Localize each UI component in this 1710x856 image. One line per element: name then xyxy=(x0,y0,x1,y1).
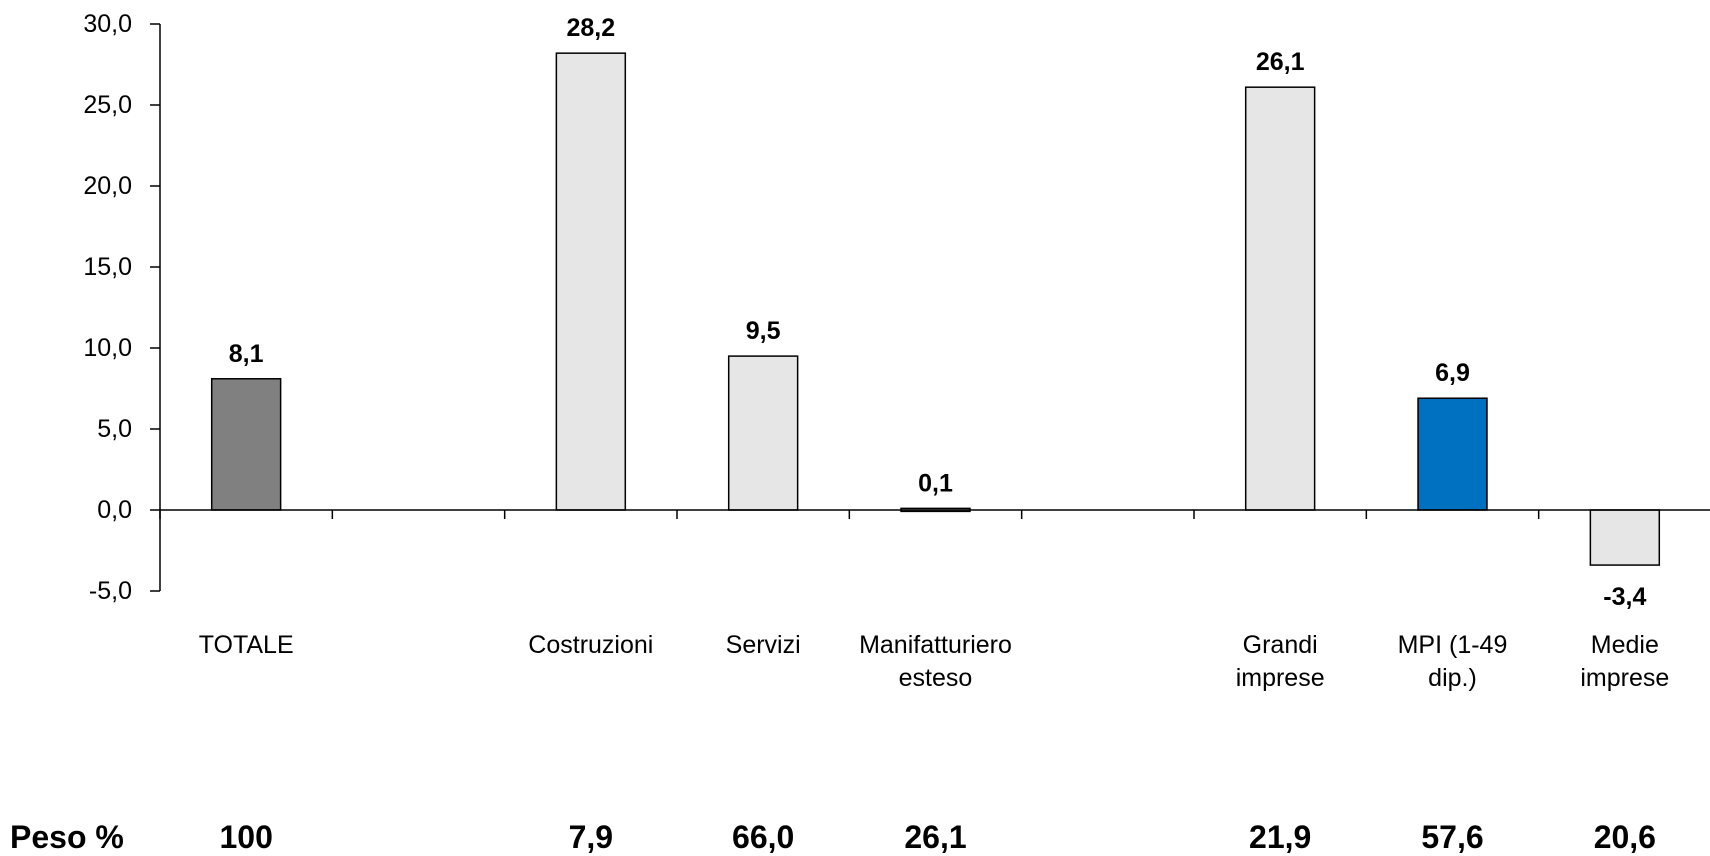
bars xyxy=(210,52,1661,566)
bar xyxy=(210,378,282,511)
data-labels: 8,1 28,2 9,5 0,1 26,1 6,9 -3,4 xyxy=(229,14,1647,611)
category-label: Medie imprese xyxy=(1580,631,1669,692)
data-label: 6,9 xyxy=(1435,359,1470,387)
bar xyxy=(555,52,627,511)
y-tick-label: -5,0 xyxy=(89,577,132,605)
data-label: 0,1 xyxy=(918,469,953,497)
weights-row: Peso % 100 7,9 66,0 26,1 21,9 57,6 20,6 xyxy=(10,819,1656,855)
bar xyxy=(727,355,799,511)
bar xyxy=(1244,86,1316,511)
data-label: 9,5 xyxy=(746,317,781,345)
category-label: MPI (1-49 dip.) xyxy=(1398,631,1508,692)
weight-value: 21,9 xyxy=(1249,819,1311,855)
y-tick-label: 0,0 xyxy=(97,496,132,524)
bar xyxy=(1417,397,1488,511)
y-tick-label: 25,0 xyxy=(83,91,132,119)
weight-value: 66,0 xyxy=(732,819,794,855)
bar xyxy=(1589,509,1661,566)
data-label: 8,1 xyxy=(229,340,264,368)
x-axis xyxy=(159,509,1710,519)
weight-value: 57,6 xyxy=(1421,819,1483,855)
category-label: Costruzioni xyxy=(528,631,653,659)
category-label: Grandi imprese xyxy=(1236,631,1325,692)
category-labels: TOTALE Costruzioni Servizi Manifatturiero es… xyxy=(199,631,1670,692)
category-label: TOTALE xyxy=(199,631,294,659)
weight-value: 26,1 xyxy=(904,819,966,855)
data-label: 26,1 xyxy=(1256,48,1305,76)
weight-value: 20,6 xyxy=(1594,819,1656,855)
y-tick-label: 10,0 xyxy=(83,334,132,362)
y-axis: -5,0 0,0 5,0 10,0 15,0 20,0 25,0 30,0 xyxy=(83,10,161,605)
y-tick-label: 5,0 xyxy=(97,415,132,443)
y-tick-label: 20,0 xyxy=(83,172,132,200)
data-label: -3,4 xyxy=(1603,583,1646,611)
y-tick-label: 30,0 xyxy=(83,10,132,38)
weight-value: 100 xyxy=(219,819,272,855)
weight-value: 7,9 xyxy=(569,819,613,855)
weights-row-title: Peso % xyxy=(10,819,124,855)
y-tick-label: 15,0 xyxy=(83,253,132,281)
category-label: Servizi xyxy=(726,631,801,659)
category-label: Manifatturiero esteso xyxy=(859,631,1012,692)
data-label: 28,2 xyxy=(566,14,615,42)
